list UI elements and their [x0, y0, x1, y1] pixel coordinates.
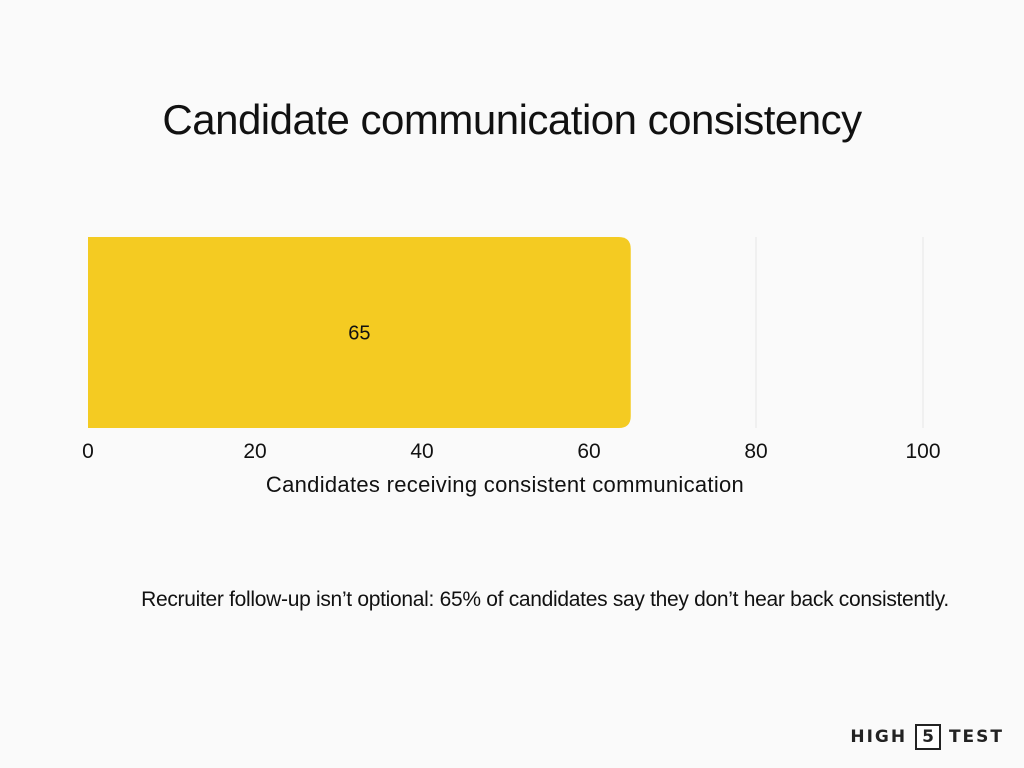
bar-chart: 65 0 20 40 60 80 100 — [82, 237, 941, 463]
brand-text-right: TEST — [948, 727, 1004, 747]
brand-logo: HIGH 5 TEST — [850, 724, 1004, 750]
chart-title: Candidate communication consistency — [162, 96, 862, 143]
x-tick-label-0: 0 — [82, 440, 94, 463]
brand-text-left: HIGH — [850, 727, 908, 747]
x-tick-label-4: 80 — [744, 440, 767, 463]
x-tick-label-1: 20 — [243, 440, 266, 463]
caption: Recruiter follow-up isn’t optional: 65% … — [141, 588, 949, 611]
x-tick-label-3: 60 — [577, 440, 600, 463]
bar-value-label-0: 65 — [348, 323, 370, 345]
brand-number-box: 5 — [915, 724, 941, 750]
x-axis-title: Candidates receiving consistent communic… — [265, 472, 745, 497]
x-tick-label-2: 40 — [410, 440, 433, 463]
bar-0 — [88, 237, 631, 428]
x-tick-label-5: 100 — [905, 440, 940, 463]
